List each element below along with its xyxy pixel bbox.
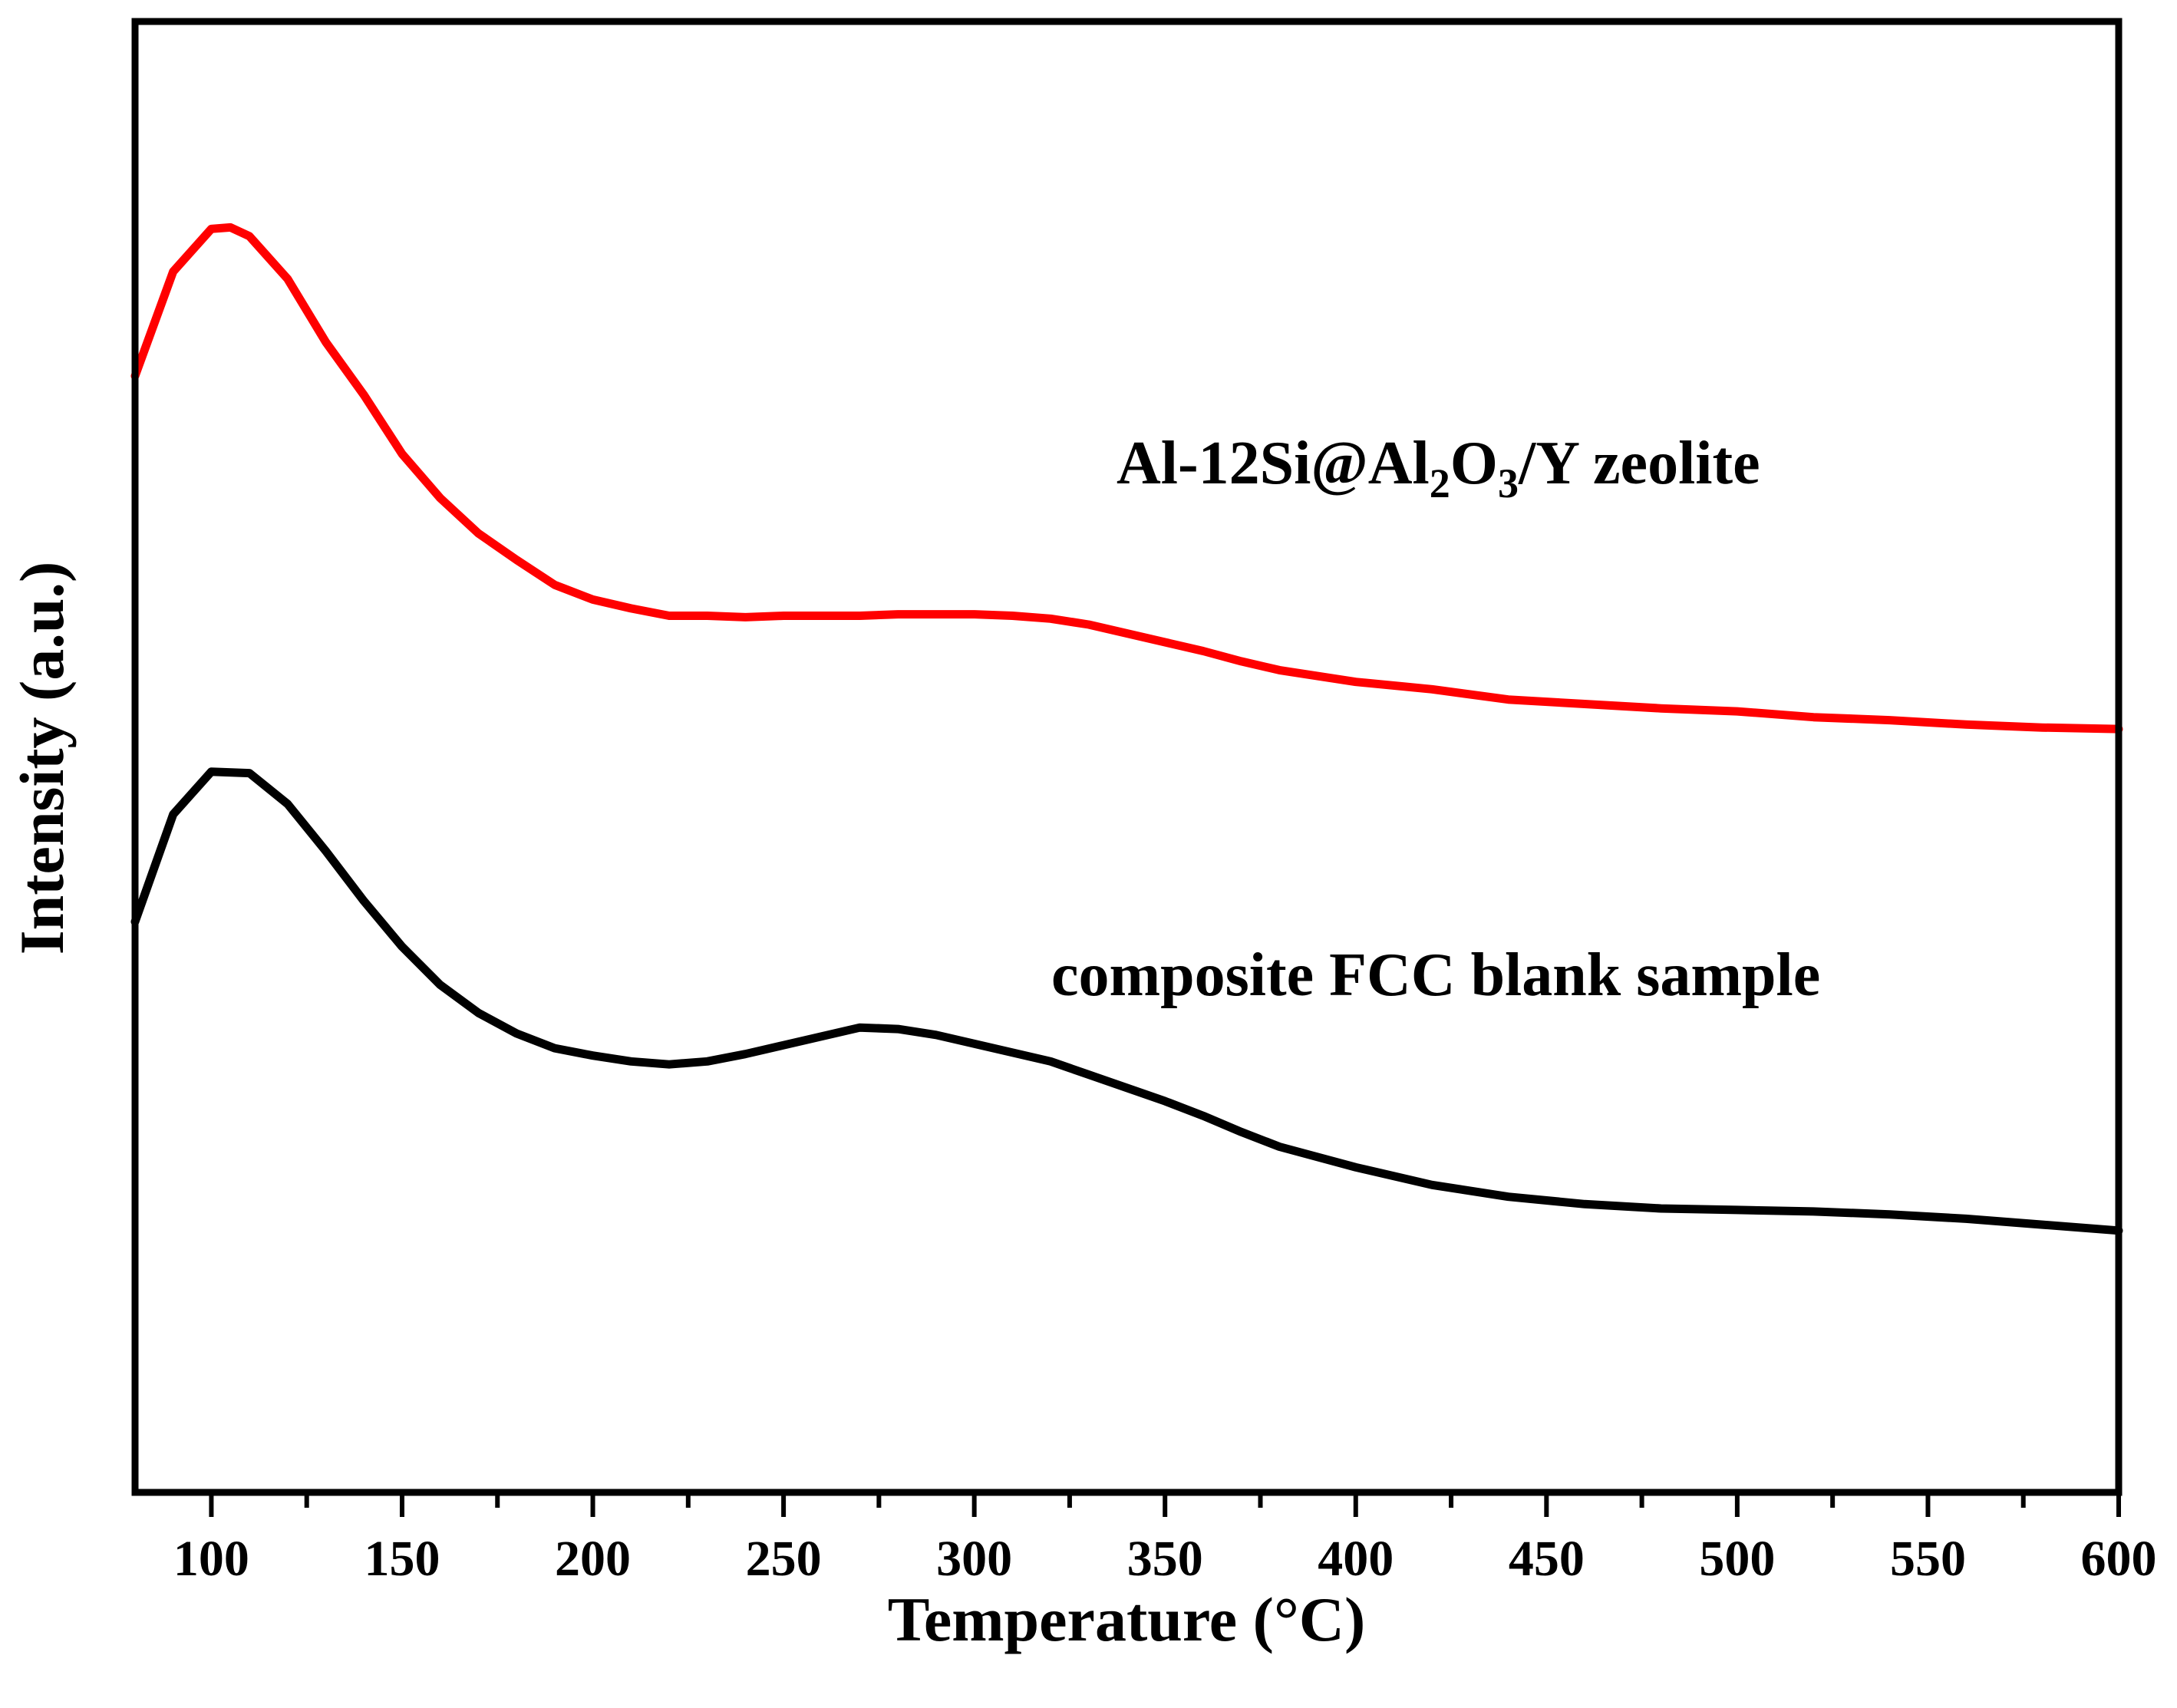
- series-label-al12si-sub: 2: [1430, 460, 1450, 506]
- series-label-al12si-part: O: [1450, 430, 1498, 497]
- x-tick-label: 550: [1890, 1531, 1966, 1587]
- x-tick-label: 600: [2081, 1531, 2157, 1587]
- x-tick-label: 350: [1127, 1531, 1203, 1587]
- x-tick-label: 300: [936, 1531, 1012, 1587]
- x-axis-ticks: 100 150 200 250 300 350 400 450 500 550 600: [173, 1492, 2157, 1587]
- x-tick-label: 500: [1699, 1531, 1775, 1587]
- series-label-al12si-part: Al-12Si@Al: [1117, 430, 1430, 497]
- series-layer: [130, 223, 2123, 1235]
- x-tick-label: 250: [746, 1531, 822, 1587]
- series-label-blank: composite FCC blank sample: [1051, 941, 1820, 1009]
- x-axis-title: Temperature (°C): [888, 1584, 1366, 1654]
- series-label-al12si: Al-12Si@Al2O3/Y zeolite: [1117, 430, 1760, 506]
- x-tick-label: 200: [555, 1531, 631, 1587]
- y-axis-title: Intensity (a.u.): [7, 562, 77, 955]
- series-label-al12si-part: /Y zeolite: [1518, 430, 1760, 497]
- plot-frame: [131, 18, 2123, 1496]
- x-tick-label: 400: [1318, 1531, 1394, 1587]
- x-tick-label: 150: [364, 1531, 440, 1587]
- series-label-al12si-sub: 3: [1498, 460, 1519, 506]
- series-line-al12si-zeolite: [130, 223, 2123, 734]
- x-tick-label: 450: [1509, 1531, 1585, 1587]
- series-line-fcc-blank: [130, 767, 2123, 1235]
- x-tick-label: 100: [173, 1531, 249, 1587]
